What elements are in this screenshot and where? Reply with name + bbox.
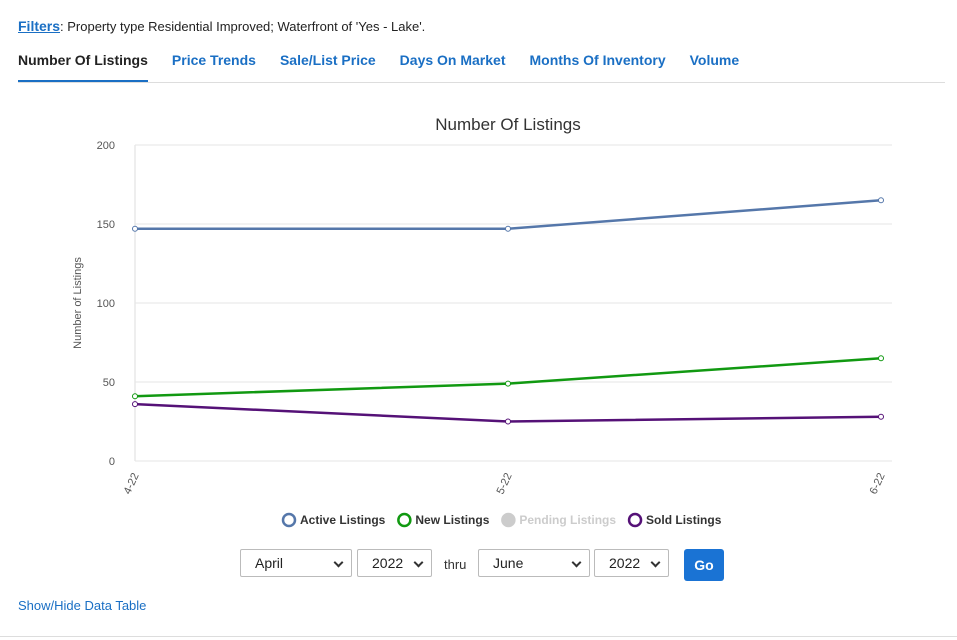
point [505, 418, 511, 425]
tab[interactable]: Days On Market [399, 52, 506, 68]
legend-label: Sold Listings [646, 513, 722, 527]
point [878, 197, 884, 204]
chart: Number Of Listings Number of Listings 0 5… [72, 115, 892, 528]
point [878, 413, 884, 420]
y-tick-label: 100 [97, 298, 115, 310]
go-button[interactable]: Go [684, 549, 724, 581]
point [132, 401, 138, 408]
thru-label: thru [444, 557, 467, 572]
bottom-rule [0, 636, 957, 637]
to-year-select[interactable]: 2022 [594, 549, 669, 577]
x-tick-label: 4-22 [122, 471, 142, 496]
filters-text: : Property type Residential Improved; Wa… [60, 19, 426, 34]
chart-title: Number Of Listings [435, 115, 581, 134]
y-tick-label: 150 [97, 219, 115, 231]
legend-marker [397, 512, 412, 528]
from-month-select[interactable]: April [240, 549, 352, 577]
legend-marker [627, 512, 643, 528]
from-year-select[interactable]: 2022 [357, 549, 432, 577]
tab[interactable]: Volume [689, 52, 740, 68]
y-tick-label: 50 [103, 377, 115, 389]
x-tick-label: 5-22 [495, 471, 515, 496]
point [878, 355, 884, 362]
legend-label: Pending Listings [519, 513, 616, 527]
legend-label: New Listings [415, 513, 489, 527]
y-axis-label: Number of Listings [72, 257, 84, 349]
point [505, 225, 511, 232]
tabs: Number Of Listings Price Trends Sale/List … [18, 52, 739, 82]
filters: Filters: Property type Residential Impro… [18, 18, 425, 34]
y-tick-label: 200 [97, 140, 115, 152]
tab[interactable]: Price Trends [171, 52, 256, 68]
x-tick-label: 6-22 [868, 471, 888, 496]
tab[interactable]: Months Of Inventory [529, 52, 666, 68]
filters-link[interactable]: Filters [18, 18, 61, 34]
point [132, 393, 138, 400]
legend-label: Active Listings [300, 513, 386, 527]
tab[interactable]: Sale/List Price [279, 52, 376, 68]
tab[interactable]: Number Of Listings [18, 52, 148, 82]
point [132, 225, 138, 232]
series-line [134, 357, 882, 398]
tab-rule [18, 82, 945, 83]
legend-marker [281, 512, 297, 528]
point [505, 380, 511, 387]
data-table-link[interactable]: Show/Hide Data Table [18, 598, 147, 613]
to-month-select[interactable]: June [478, 549, 590, 577]
legend-marker [501, 512, 516, 528]
y-tick-label: 0 [109, 456, 115, 468]
